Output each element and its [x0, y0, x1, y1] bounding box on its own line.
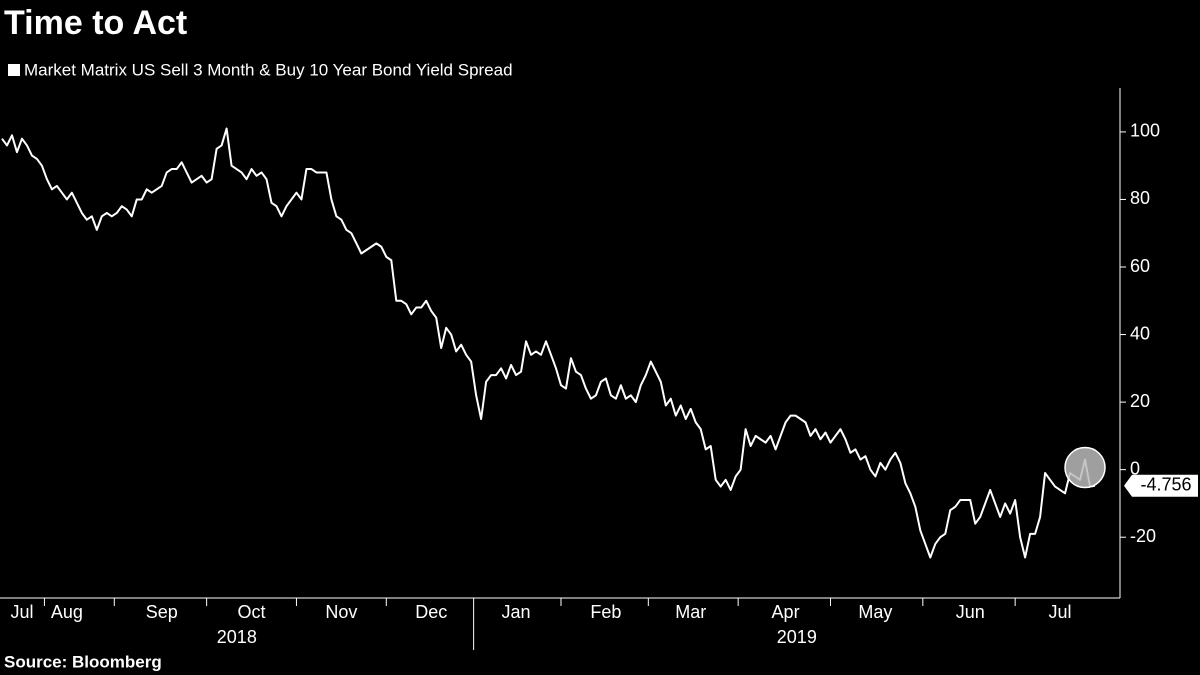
x-tick-label: Jul — [1049, 602, 1072, 622]
y-tick-label: 60 — [1130, 256, 1150, 276]
y-tick-label: 100 — [1130, 121, 1160, 141]
y-tick-label: 20 — [1130, 391, 1150, 411]
x-tick-label: Mar — [675, 602, 706, 622]
source: Source: Bloomberg — [4, 652, 162, 671]
x-tick-label: Apr — [772, 602, 800, 622]
x-tick-label: Jan — [502, 602, 531, 622]
x-tick-label: Oct — [238, 602, 266, 622]
legend-label: Market Matrix US Sell 3 Month & Buy 10 Y… — [24, 60, 513, 79]
x-tick-label: Dec — [415, 602, 447, 622]
y-tick-label: -20 — [1130, 526, 1156, 546]
highlight-circle — [1064, 446, 1106, 489]
legend-swatch — [8, 64, 20, 76]
x-tick-label: Sep — [146, 602, 178, 622]
x-tick-label: Aug — [51, 602, 83, 622]
x-tick-label: May — [858, 602, 892, 622]
y-tick-label: 0 — [1130, 458, 1140, 478]
chart-title: Time to Act — [4, 4, 187, 42]
last-value-label: -4.756 — [1140, 474, 1191, 494]
last-value-box — [1124, 474, 1198, 497]
year-label: 2019 — [777, 627, 817, 647]
x-tick-label: Jun — [956, 602, 985, 622]
y-tick-label: 80 — [1130, 188, 1150, 208]
year-label: 2018 — [217, 627, 257, 647]
x-tick-label: Nov — [325, 602, 357, 622]
x-tick-label: Jul — [10, 602, 33, 622]
x-tick-label: Feb — [590, 602, 621, 622]
y-tick-label: 40 — [1130, 323, 1150, 343]
line — [1, 127, 1096, 559]
